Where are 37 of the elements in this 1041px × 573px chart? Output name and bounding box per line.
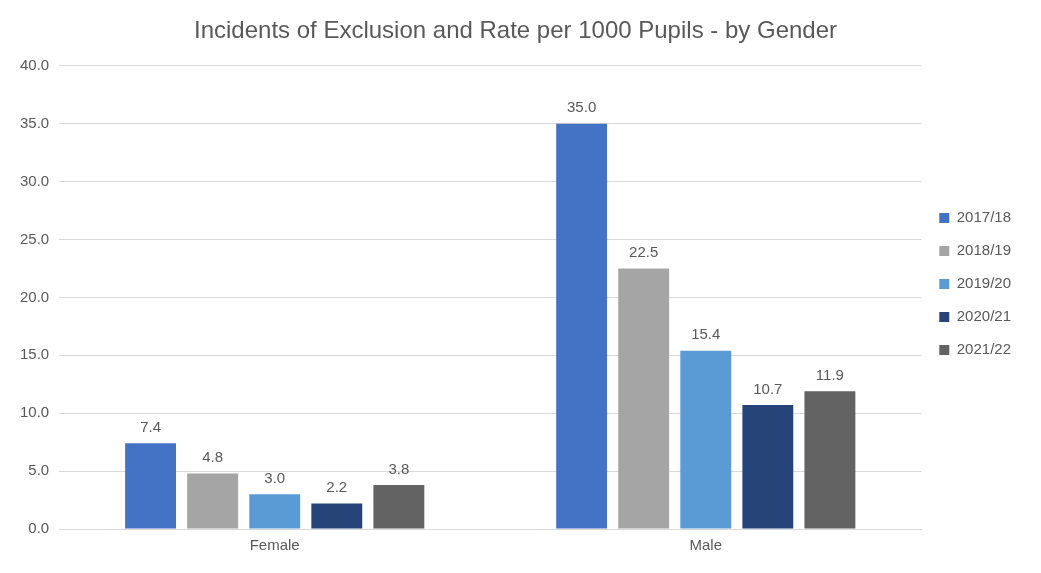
y-tick-label: 35.0 <box>19 113 50 131</box>
bar <box>187 473 239 529</box>
y-tick-label: 30.0 <box>19 171 50 189</box>
legend-label: 2020/21 <box>956 307 1012 325</box>
chart-title: Incidents of Exclusion and Rate per 1000 Pupils - by Gender <box>193 16 838 44</box>
bar <box>249 494 301 529</box>
bar <box>742 405 794 529</box>
data-label: 15.4 <box>691 325 721 343</box>
y-tick-label: 5.0 <box>28 461 50 479</box>
y-tick-label: 40.0 <box>19 55 50 73</box>
bar <box>618 268 670 529</box>
bar <box>680 350 732 529</box>
legend-label: 2019/20 <box>956 274 1012 292</box>
y-tick-label: 20.0 <box>19 287 50 305</box>
bar <box>125 443 177 529</box>
y-tick-label: 15.0 <box>19 345 50 363</box>
data-label: 11.9 <box>815 365 844 383</box>
data-label: 4.8 <box>202 448 224 466</box>
data-label: 2.2 <box>326 478 348 496</box>
bar <box>373 485 425 529</box>
bar <box>311 503 363 529</box>
data-label: 3.8 <box>388 459 410 477</box>
bar <box>804 391 856 529</box>
data-label: 3.0 <box>264 468 286 486</box>
bar <box>556 123 608 529</box>
legend-label: 2017/18 <box>956 208 1012 226</box>
data-label: 22.5 <box>629 243 659 261</box>
data-label: 7.4 <box>140 417 161 435</box>
data-label: 10.7 <box>753 379 783 397</box>
legend-label: 2021/22 <box>956 340 1012 358</box>
y-tick-label: 10.0 <box>19 403 50 421</box>
x-tick-label: Female <box>249 536 300 554</box>
data-label: 35.0 <box>567 98 597 116</box>
legend-label: 2018/19 <box>956 241 1012 259</box>
y-tick-label: 0.0 <box>28 519 50 537</box>
y-tick-label: 25.0 <box>19 229 50 247</box>
x-tick-label: Male <box>689 536 723 554</box>
